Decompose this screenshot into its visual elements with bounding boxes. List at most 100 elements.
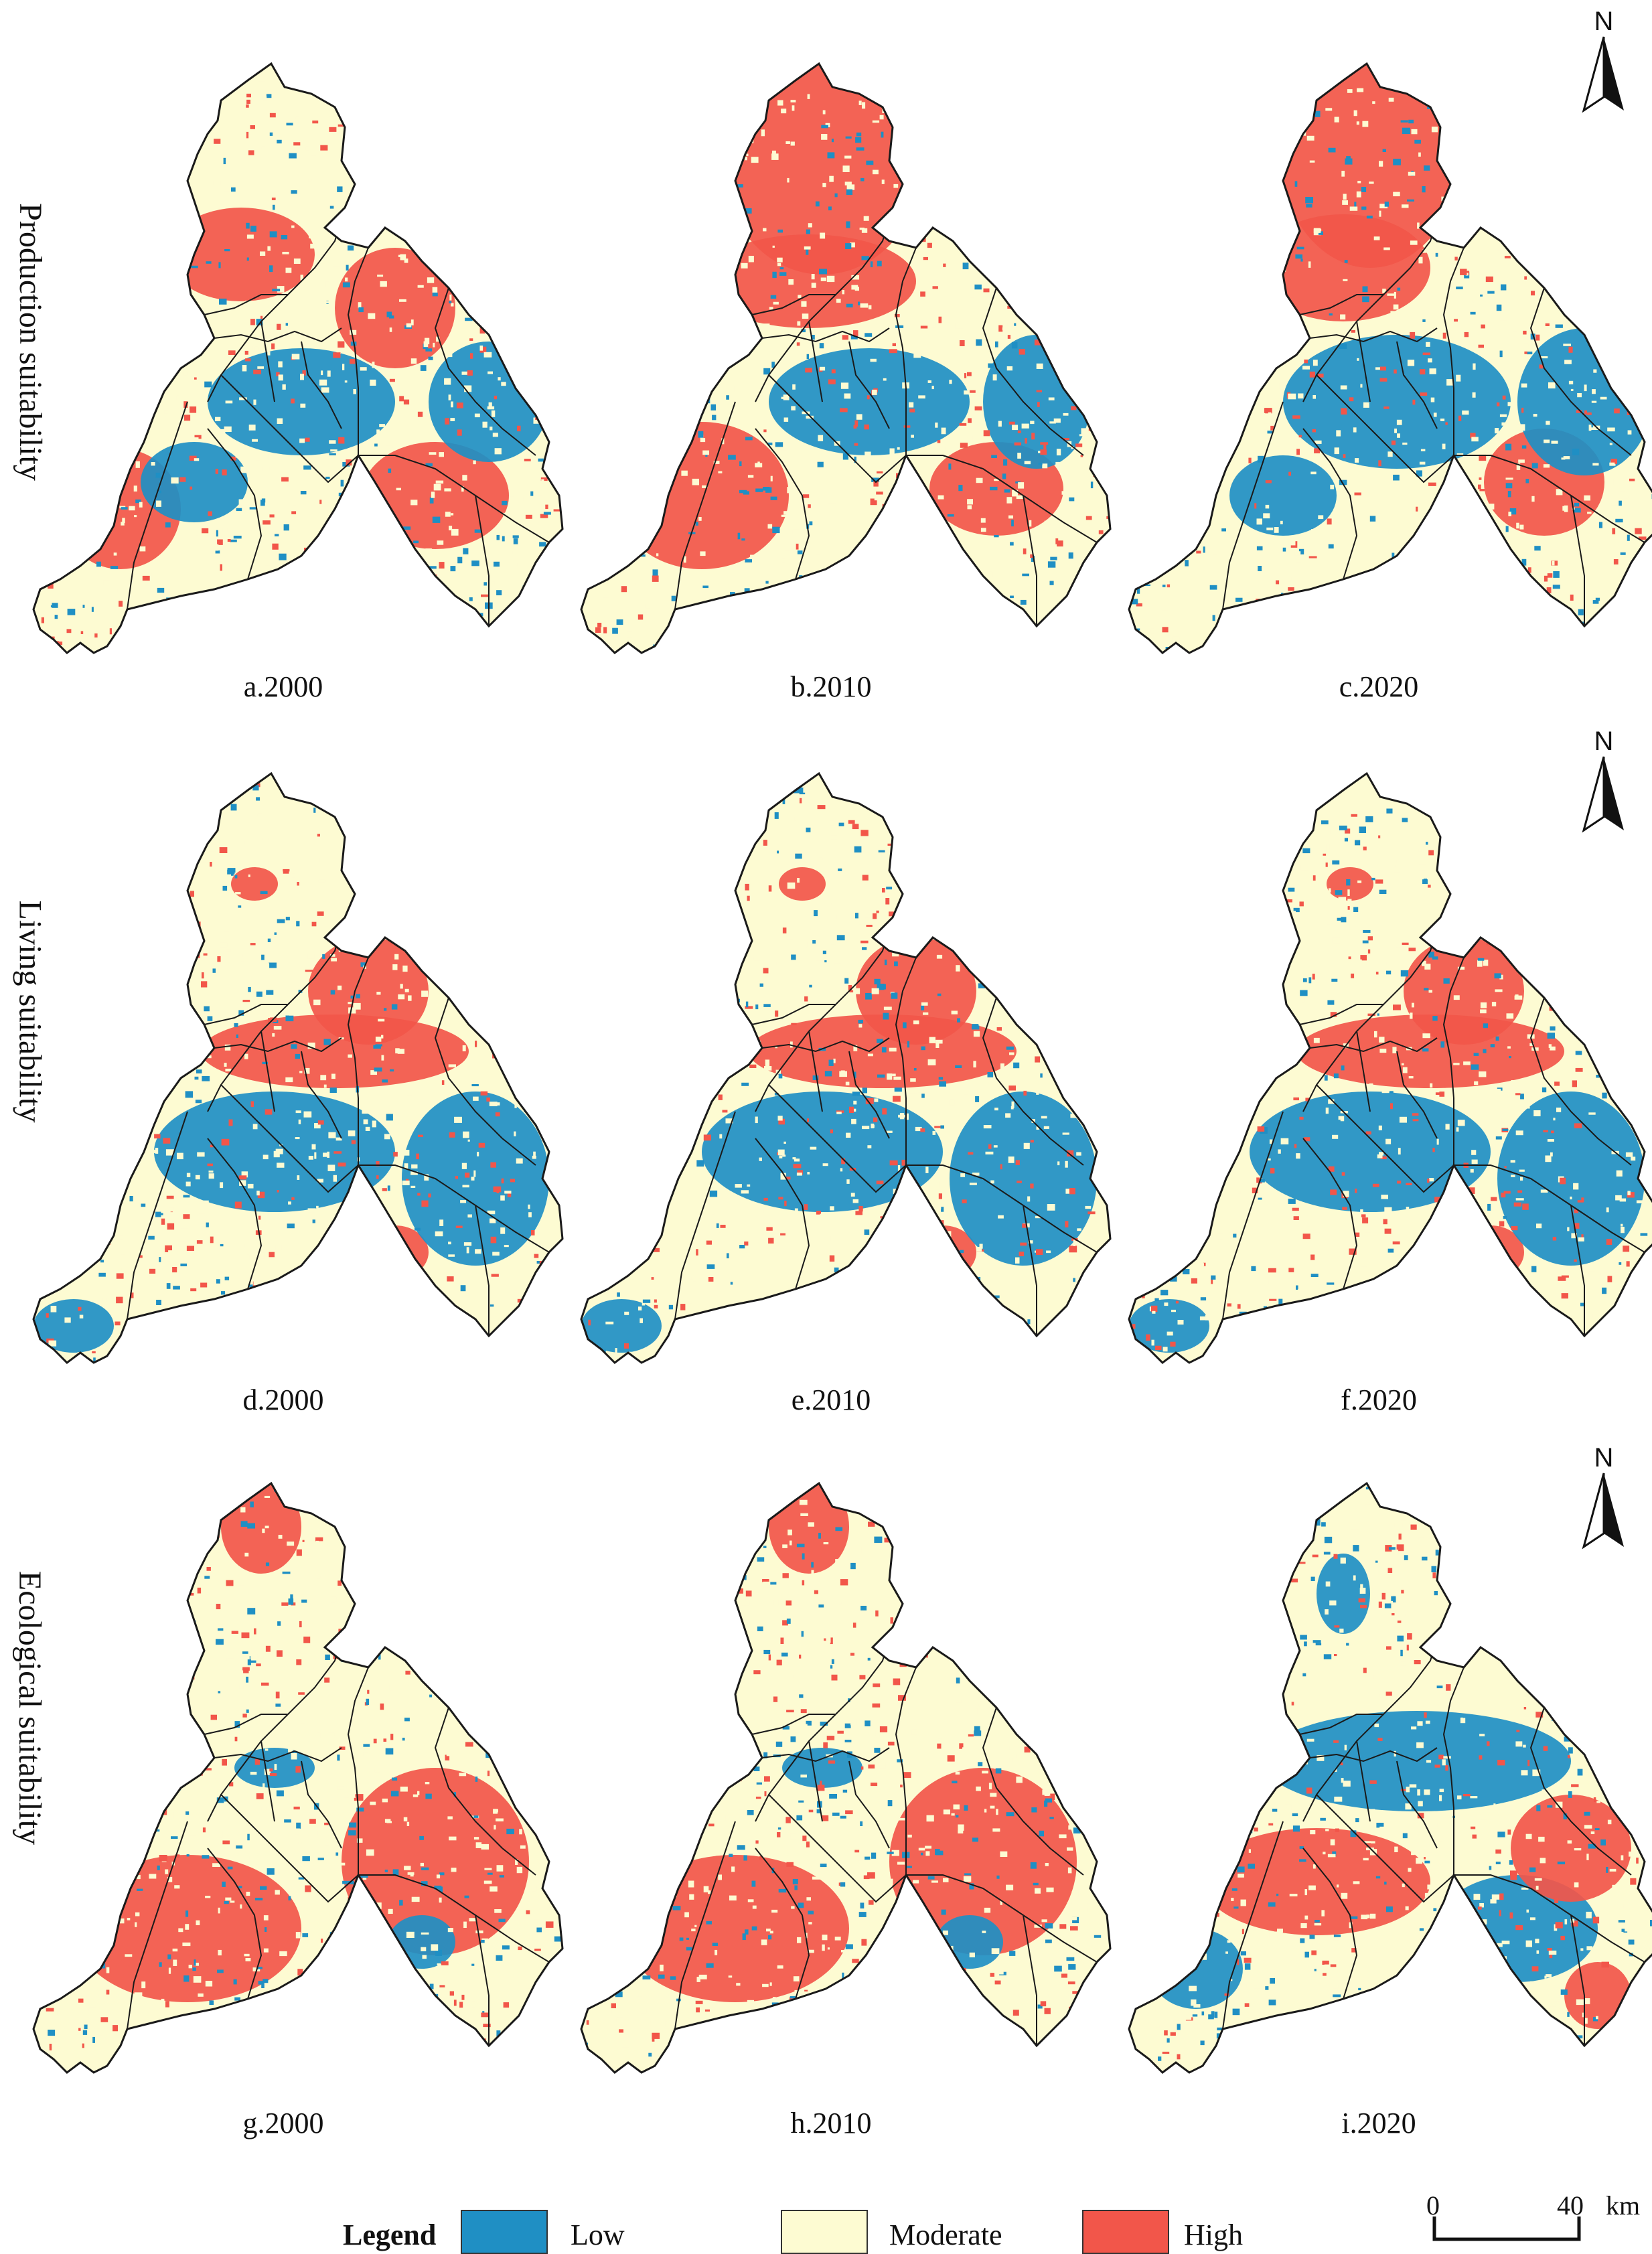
speckle: [1552, 441, 1558, 444]
speckle: [856, 133, 861, 136]
speckle: [178, 635, 181, 639]
speckle: [1296, 563, 1302, 569]
speckle: [121, 804, 129, 807]
speckle: [1272, 249, 1278, 253]
speckle: [1553, 585, 1560, 589]
speckle: [121, 441, 127, 444]
speckle: [137, 135, 143, 142]
speckle: [1607, 428, 1615, 432]
speckle: [939, 1193, 942, 1199]
speckle: [560, 915, 566, 921]
speckle: [1028, 148, 1034, 153]
speckle: [254, 1363, 258, 1369]
speckle: [820, 233, 825, 239]
speckle: [1303, 978, 1307, 982]
speckle: [607, 266, 612, 271]
speckle: [32, 291, 38, 293]
speckle: [929, 524, 934, 530]
speckle: [560, 166, 565, 173]
speckle: [1049, 1353, 1053, 1357]
speckle: [456, 1225, 463, 1228]
speckle: [977, 615, 983, 619]
speckle: [696, 1249, 698, 1256]
speckle: [588, 1320, 591, 1326]
speckle: [932, 386, 934, 389]
speckle: [829, 176, 834, 182]
speckle: [702, 879, 704, 883]
speckle: [1366, 1131, 1371, 1134]
speckle: [1297, 247, 1304, 250]
speckle: [1173, 829, 1178, 831]
speckle: [1158, 764, 1162, 769]
speckle: [761, 129, 765, 136]
speckle: [1282, 243, 1287, 250]
speckle: [722, 883, 728, 886]
speckle: [1104, 377, 1110, 381]
speckle: [1374, 1031, 1377, 1037]
speckle: [495, 310, 502, 315]
speckle: [1128, 302, 1132, 305]
speckle: [1290, 236, 1292, 242]
speckle: [696, 1160, 704, 1167]
speckle: [981, 206, 986, 211]
speckle: [502, 1179, 504, 1183]
speckle: [675, 1125, 682, 1130]
speckle: [1623, 992, 1626, 998]
speckle: [226, 949, 231, 951]
speckle: [124, 904, 129, 908]
speckle: [462, 475, 467, 480]
speckle: [408, 179, 411, 183]
speckle: [937, 955, 942, 959]
speckle: [1536, 210, 1543, 215]
speckle: [92, 70, 98, 74]
speckle: [415, 638, 423, 642]
speckle: [429, 452, 437, 455]
speckle: [1085, 903, 1093, 905]
speckle: [498, 344, 503, 350]
speckle: [1085, 1333, 1092, 1338]
speckle: [1445, 1256, 1448, 1260]
speckle: [935, 1043, 939, 1048]
speckle: [862, 1327, 869, 1330]
speckle: [115, 305, 121, 311]
speckle: [1525, 280, 1529, 285]
speckle: [1078, 261, 1084, 267]
speckle: [1270, 126, 1274, 129]
speckle: [418, 412, 423, 417]
speckle: [1015, 950, 1018, 953]
speckle: [932, 911, 939, 915]
speckle: [1093, 896, 1096, 898]
speckle: [55, 615, 58, 619]
speckle: [310, 244, 316, 248]
speckle: [1584, 410, 1587, 415]
speckle: [1007, 889, 1010, 892]
speckle: [350, 562, 352, 568]
speckle: [1590, 208, 1594, 212]
speckle: [251, 1102, 254, 1108]
speckle: [828, 501, 836, 503]
speckle: [1606, 577, 1610, 581]
speckle: [180, 129, 188, 135]
speckle: [593, 94, 595, 98]
speckle: [960, 1173, 965, 1177]
speckle: [122, 889, 129, 892]
speckle: [834, 1282, 840, 1286]
speckle: [634, 1089, 637, 1093]
speckle: [1228, 1361, 1235, 1365]
speckle: [248, 595, 251, 599]
speckle: [327, 635, 333, 640]
speckle: [662, 482, 665, 487]
speckle: [1591, 322, 1599, 324]
speckle: [324, 1085, 327, 1088]
speckle: [1183, 436, 1189, 442]
speckle: [319, 818, 325, 820]
speckle: [1107, 188, 1111, 194]
speckle: [1016, 935, 1023, 940]
speckle: [475, 1041, 477, 1047]
speckle: [1072, 335, 1077, 339]
speckle: [1226, 537, 1234, 540]
speckle: [1348, 906, 1350, 910]
speckle: [1193, 429, 1196, 432]
speckle: [115, 1003, 119, 1007]
speckle: [256, 587, 263, 589]
